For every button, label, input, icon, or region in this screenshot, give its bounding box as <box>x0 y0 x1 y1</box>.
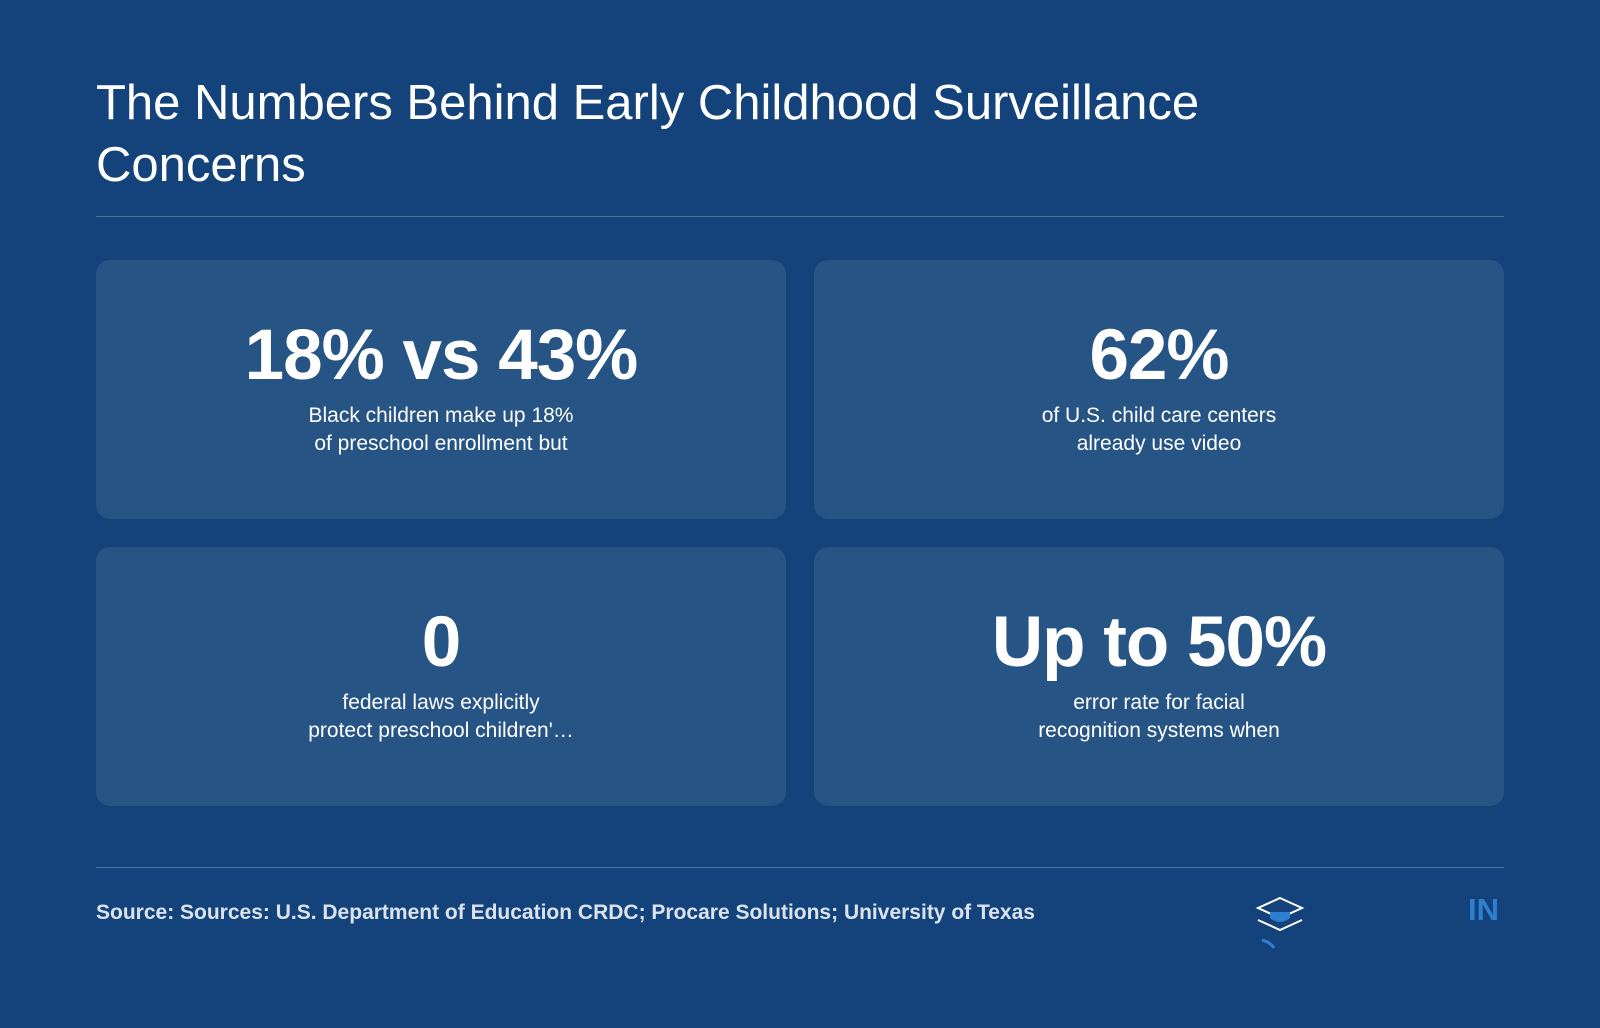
description-line: error rate for facial <box>1073 690 1245 714</box>
brand-mark: IN <box>1468 892 1499 927</box>
stat-description: of U.S. child care centers already use vi… <box>1042 402 1277 458</box>
stat-value: Up to 50% <box>991 602 1327 682</box>
divider <box>96 867 1504 868</box>
stat-value: 62% <box>1089 315 1229 395</box>
stat-card: 0 federal laws explicitly protect preschoo… <box>96 547 786 806</box>
stat-description: error rate for facial recognition systems… <box>1038 689 1280 745</box>
description-line: already use video <box>1076 431 1242 455</box>
description-line: Black children make up 18% <box>308 403 574 427</box>
stat-value: 0 <box>421 602 461 682</box>
description-line: protect preschool children'… <box>308 718 574 742</box>
stat-description: Black children make up 18% of preschool e… <box>309 402 574 458</box>
description-line: of U.S. child care centers <box>1041 403 1277 427</box>
stat-card: 62% of U.S. child care centers already use… <box>814 260 1504 519</box>
logo-icon <box>1255 896 1305 949</box>
divider <box>96 216 1504 217</box>
title: The Numbers Behind Early Childhood Surve… <box>96 76 1200 192</box>
description-line: federal laws explicitly <box>342 690 540 714</box>
stat-card: 18% vs 43% Black children make up 18% of p… <box>96 260 786 519</box>
stat-grid: 18% vs 43% Black children make up 18% of p… <box>96 260 1504 806</box>
source-note: Source: Sources: U.S. Department of Educ… <box>96 901 1035 924</box>
stat-card: Up to 50% error rate for facial recognitio… <box>814 547 1504 806</box>
description-line: recognition systems when <box>1038 718 1280 742</box>
stat-value: 18% vs 43% <box>244 315 639 395</box>
stat-description: federal laws explicitly protect preschool… <box>308 689 573 745</box>
description-line: of preschool enrollment but <box>314 431 568 455</box>
